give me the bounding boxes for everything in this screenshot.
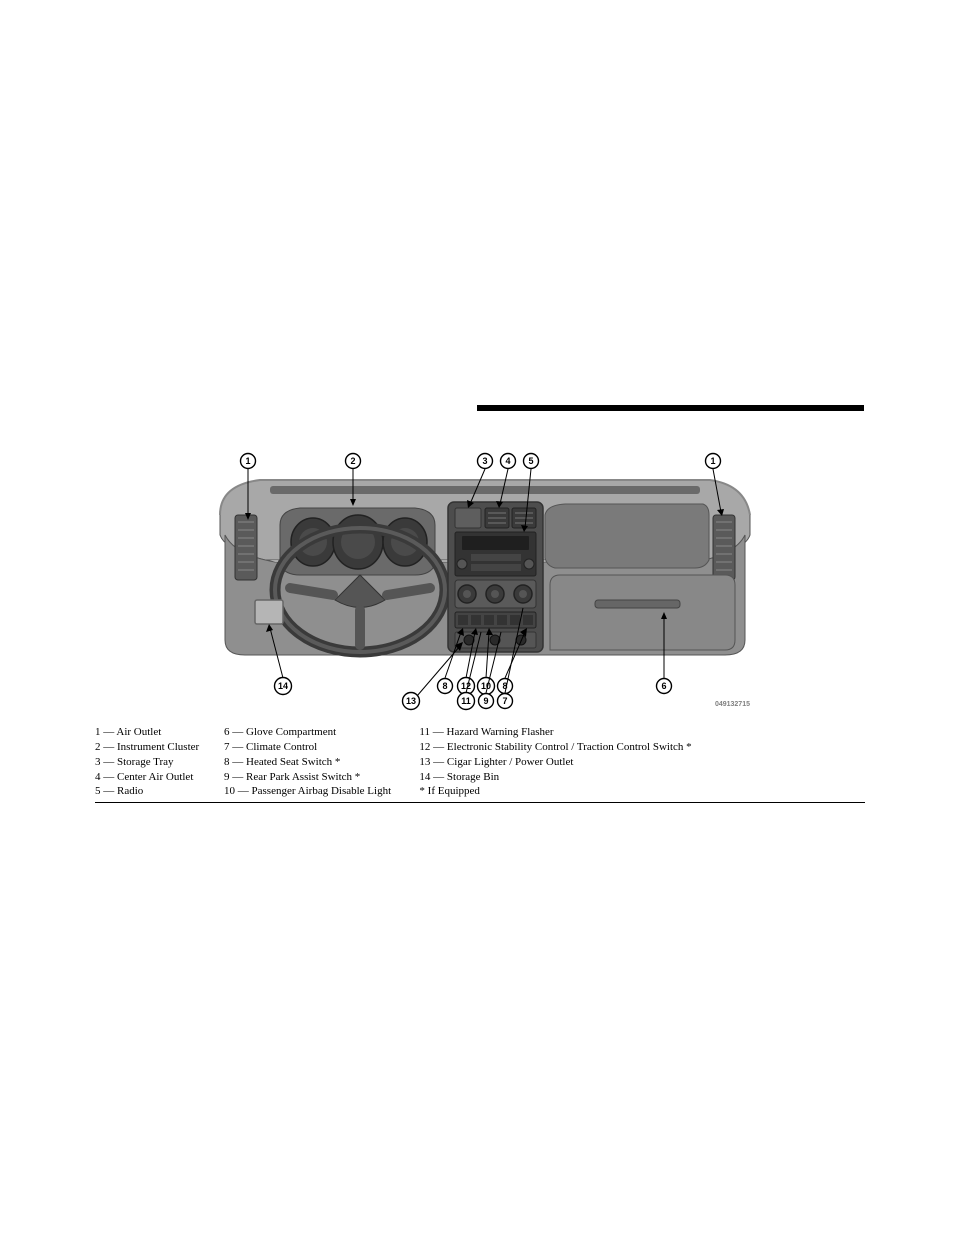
defrost-vent — [270, 486, 700, 494]
svg-text:6: 6 — [661, 681, 666, 691]
legend-item: 8 — Heated Seat Switch * — [224, 755, 399, 770]
climate-control — [455, 580, 536, 608]
svg-text:9: 9 — [483, 696, 488, 706]
svg-text:14: 14 — [278, 681, 288, 691]
dashboard-svg: 049132715 1 2 3 — [205, 440, 765, 715]
legend-item: 3 — Storage Tray — [95, 755, 204, 770]
legend-item: * If Equipped — [419, 784, 865, 799]
glove-compartment — [550, 575, 735, 650]
legend-item: 2 — Instrument Cluster — [95, 740, 204, 755]
svg-text:13: 13 — [406, 696, 416, 706]
svg-text:3: 3 — [482, 456, 487, 466]
svg-text:10: 10 — [481, 681, 491, 691]
svg-text:1: 1 — [245, 456, 250, 466]
legend-item: 9 — Rear Park Assist Switch * — [224, 770, 399, 785]
radio — [455, 532, 536, 576]
legend-col-1: 1 — Air Outlet 2 — Instrument Cluster 3 … — [95, 725, 204, 799]
legend-rule — [95, 802, 865, 803]
legend-columns: 1 — Air Outlet 2 — Instrument Cluster 3 … — [95, 725, 865, 799]
legend-item: 5 — Radio — [95, 784, 204, 799]
storage-bin — [255, 600, 283, 624]
storage-tray — [455, 508, 481, 528]
svg-text:7: 7 — [502, 696, 507, 706]
image-ref-number: 049132715 — [715, 701, 750, 708]
svg-text:5: 5 — [528, 456, 533, 466]
svg-text:8: 8 — [442, 681, 447, 691]
legend-item: 12 — Electronic Stability Control / Trac… — [419, 740, 865, 755]
legend-item: 7 — Climate Control — [224, 740, 399, 755]
svg-text:12: 12 — [461, 681, 471, 691]
air-outlet-left — [235, 515, 257, 580]
legend: 1 — Air Outlet 2 — Instrument Cluster 3 … — [95, 725, 865, 803]
legend-item: 13 — Cigar Lighter / Power Outlet — [419, 755, 865, 770]
svg-text:1: 1 — [710, 456, 715, 466]
legend-col-3: 11 — Hazard Warning Flasher 12 — Electro… — [419, 725, 865, 799]
section-header-bar — [477, 405, 864, 411]
dashboard-diagram: 049132715 1 2 3 — [205, 440, 765, 715]
svg-text:2: 2 — [350, 456, 355, 466]
svg-text:4: 4 — [505, 456, 510, 466]
lower-switch-row — [455, 612, 536, 628]
legend-item: 1 — Air Outlet — [95, 725, 204, 740]
legend-item: 11 — Hazard Warning Flasher — [419, 725, 865, 740]
legend-item: 14 — Storage Bin — [419, 770, 865, 785]
svg-text:11: 11 — [461, 696, 471, 706]
center-air-outlet-right — [512, 508, 536, 528]
passenger-dash-pad — [545, 504, 709, 568]
legend-item: 4 — Center Air Outlet — [95, 770, 204, 785]
center-air-outlet-left — [485, 508, 509, 528]
legend-col-2: 6 — Glove Compartment 7 — Climate Contro… — [224, 725, 399, 799]
legend-item: 10 — Passenger Airbag Disable Light — [224, 784, 399, 799]
air-outlet-right — [713, 515, 735, 580]
legend-item: 6 — Glove Compartment — [224, 725, 399, 740]
